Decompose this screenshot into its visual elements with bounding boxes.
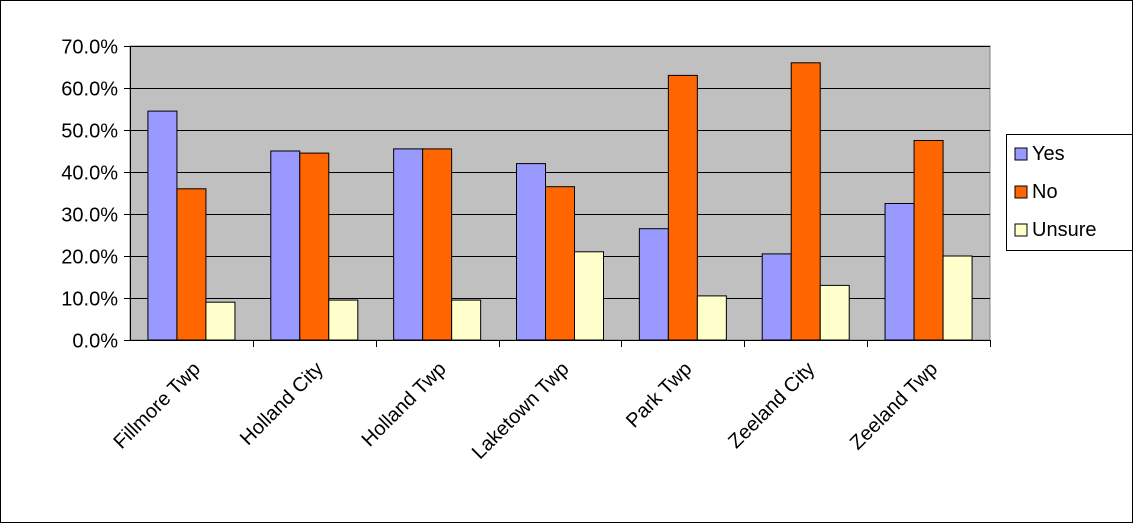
legend: Yes No Unsure <box>1006 134 1133 251</box>
bar-unsure-zeeland-city <box>819 284 850 341</box>
legend-label-no: No <box>1032 181 1058 203</box>
x-tick-label: Laketown Twp <box>468 358 574 464</box>
bar-yes-fillmore-twp <box>147 110 178 341</box>
x-tick-label: Holland Twp <box>358 358 451 451</box>
x-tick-label: Park Twp <box>622 358 696 432</box>
bar-no-fillmore-twp <box>176 188 207 341</box>
bar-unsure-park-twp <box>696 295 727 341</box>
legend-swatch-no <box>1014 185 1028 199</box>
bar-unsure-holland-twp <box>451 299 482 341</box>
bar-yes-holland-city <box>270 150 301 341</box>
plot-area: 0.0% 10.0% 20.0% 30.0% 40.0% 50.0% 60.0% 70.0% F… <box>61 37 991 464</box>
y-tick-label: 0.0% <box>72 331 118 353</box>
bar-no-park-twp <box>667 74 698 341</box>
legend-swatch-unsure <box>1014 223 1028 237</box>
bar-yes-park-twp <box>638 228 669 341</box>
x-tick-label: Fillmore Twp <box>110 358 205 453</box>
legend-label-yes: Yes <box>1032 143 1065 165</box>
x-tick-label: Holland City <box>236 358 328 450</box>
x-tick-label: Zeeland City <box>724 358 819 453</box>
bar-yes-laketown-twp <box>516 163 546 341</box>
bar-unsure-fillmore-twp <box>205 301 236 341</box>
y-tick-label: 30.0% <box>61 205 118 227</box>
x-tick-label: Zeeland Twp <box>846 358 942 454</box>
y-tick-label: 10.0% <box>61 289 118 311</box>
bar-yes-holland-twp <box>393 148 424 341</box>
y-tick-label: 70.0% <box>61 37 118 59</box>
bar-no-holland-city <box>299 152 330 341</box>
y-tick-label: 40.0% <box>61 163 118 185</box>
bar-yes-zeeland-city <box>761 253 792 341</box>
bar-no-laketown-twp <box>545 186 575 341</box>
y-tick-label: 20.0% <box>61 247 118 269</box>
bar-yes-zeeland-twp <box>884 203 915 341</box>
bar-no-holland-twp <box>422 148 453 341</box>
y-tick-label: 50.0% <box>61 121 118 143</box>
bar-no-zeeland-twp <box>913 140 944 341</box>
bar-unsure-laketown-twp <box>574 251 604 341</box>
legend-label-unsure: Unsure <box>1032 219 1096 241</box>
bar-unsure-zeeland-twp <box>942 255 973 341</box>
bar-unsure-holland-city <box>328 299 359 341</box>
bar-no-zeeland-city <box>790 62 821 341</box>
y-tick-label: 60.0% <box>61 79 118 101</box>
legend-swatch-yes <box>1014 147 1028 161</box>
